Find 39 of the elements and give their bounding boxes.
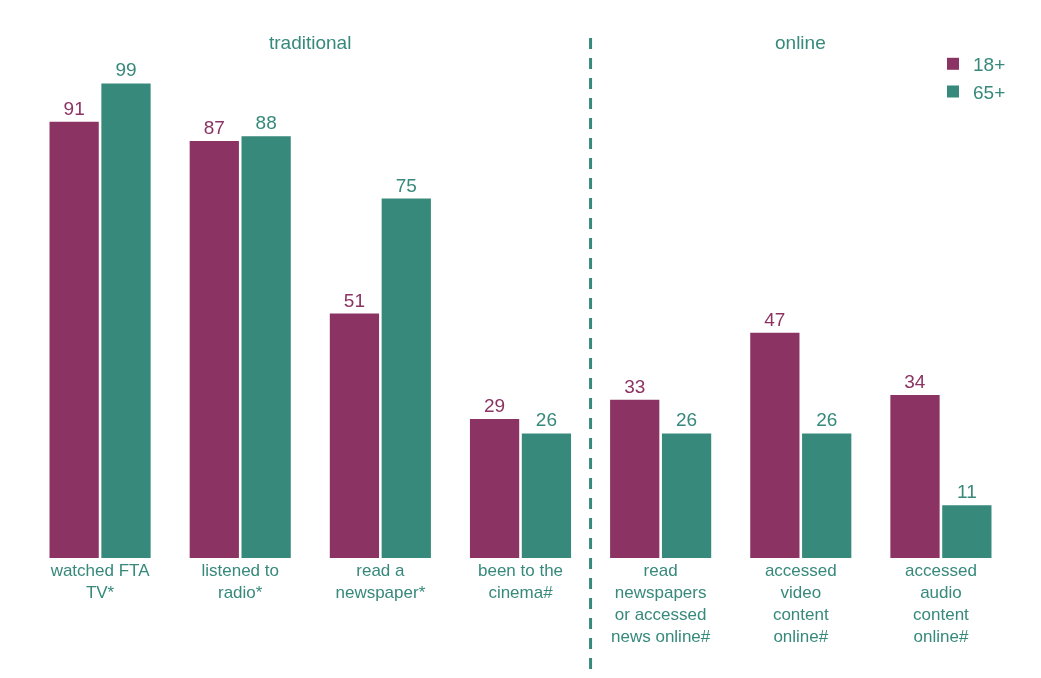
bar (241, 136, 291, 558)
x-tick-label: read a newspaper* (335, 561, 426, 603)
data-label: 29 (484, 395, 506, 416)
data-label: 26 (676, 409, 698, 431)
data-label: 26 (816, 409, 838, 431)
data-label: 91 (63, 97, 85, 119)
legend-label: 65+ (973, 81, 1006, 103)
x-tick-label: watched FTA TV* (49, 561, 151, 603)
data-label: 87 (203, 116, 225, 138)
data-label: 47 (764, 308, 786, 330)
data-label: 75 (395, 174, 417, 196)
bar (750, 332, 800, 558)
data-label: 33 (624, 375, 646, 397)
data-label: 26 (535, 409, 557, 431)
text: traditional (269, 32, 352, 53)
x-tick-label: been to the cinema# (477, 561, 564, 603)
bar (329, 313, 380, 558)
bar (521, 433, 572, 558)
bar (942, 505, 992, 558)
x-tick-label: read newspapers or accessed news online# (611, 561, 711, 647)
bar (189, 140, 239, 558)
text: online (775, 32, 826, 53)
legend-label: 18+ (973, 54, 1006, 76)
bar (49, 121, 99, 558)
x-tick-label: listened to radio* (201, 561, 279, 603)
x-tick-label: accessed video content online# (764, 561, 837, 647)
data-label: 99 (115, 59, 137, 81)
x-tick-label: accessed audio content online# (905, 561, 977, 647)
bar (802, 433, 852, 558)
data-label: 88 (255, 112, 277, 134)
bar (469, 419, 520, 558)
bar (890, 395, 940, 558)
data-label: 34 (904, 371, 926, 393)
bar (610, 399, 660, 558)
bar (381, 198, 431, 558)
data-label: 11 (956, 481, 977, 503)
bar (661, 433, 712, 558)
data-label: 51 (343, 289, 365, 311)
bar (101, 83, 151, 558)
